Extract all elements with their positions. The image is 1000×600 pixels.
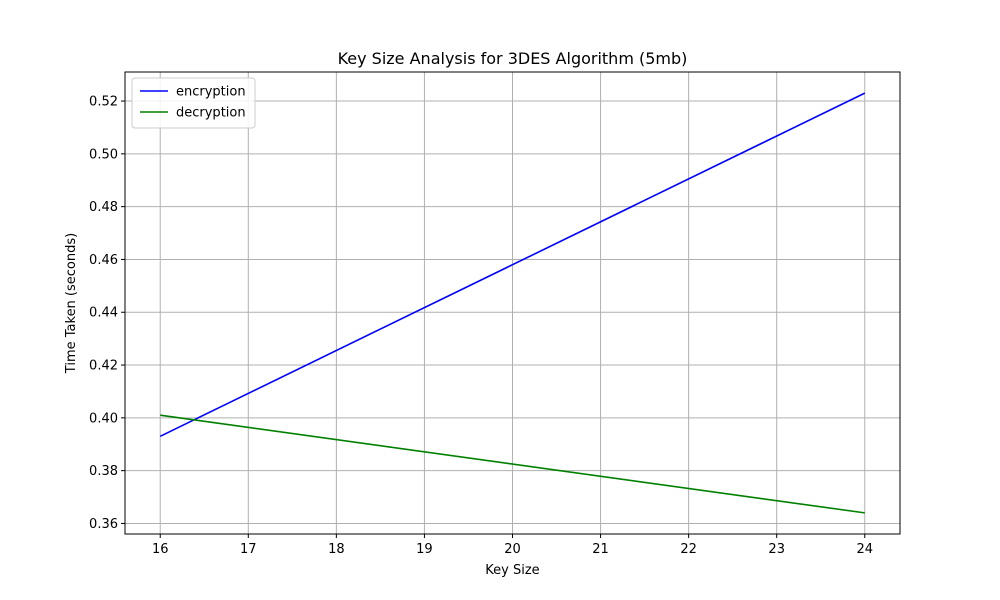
y-tick-label: 0.48: [89, 200, 118, 215]
x-tick-label: 24: [856, 542, 873, 557]
series-line-encryption: [159, 92, 866, 438]
ticks-layer: 16 17 18 19 20 21 22 23 24 0.36 0.38 0.40 0.42 0.44 0.…: [89, 95, 873, 557]
x-tick-label: 16: [152, 542, 169, 557]
x-tick-label: 22: [680, 542, 697, 557]
x-tick-label: 20: [504, 542, 521, 557]
legend: encryption decryption: [131, 77, 256, 129]
series-line-decryption: [160, 414, 865, 514]
y-tick-label: 0.40: [89, 411, 118, 426]
chart-title: Key Size Analysis for 3DES Algorithm (5m…: [338, 49, 688, 68]
y-tick-label: 0.44: [89, 306, 118, 321]
x-tick-label: 21: [592, 542, 609, 557]
x-tick-label: 19: [416, 542, 433, 557]
series-layer: [159, 92, 866, 514]
legend-label: decryption: [176, 106, 246, 121]
y-tick-label: 0.52: [89, 95, 118, 110]
y-tick-label: 0.46: [89, 253, 118, 268]
grid-layer: [125, 72, 900, 534]
x-tick-label: 23: [768, 542, 785, 557]
x-axis-title: Key Size: [485, 563, 539, 578]
y-tick-label: 0.50: [89, 147, 118, 162]
x-tick-label: 17: [240, 542, 257, 557]
y-tick-label: 0.38: [89, 464, 118, 479]
x-tick-label: 18: [328, 542, 345, 557]
legend-label: encryption: [176, 85, 246, 100]
y-tick-label: 0.42: [89, 359, 118, 374]
y-tick-label: 0.36: [89, 517, 118, 532]
y-axis-title: Time Taken (seconds): [64, 233, 79, 374]
